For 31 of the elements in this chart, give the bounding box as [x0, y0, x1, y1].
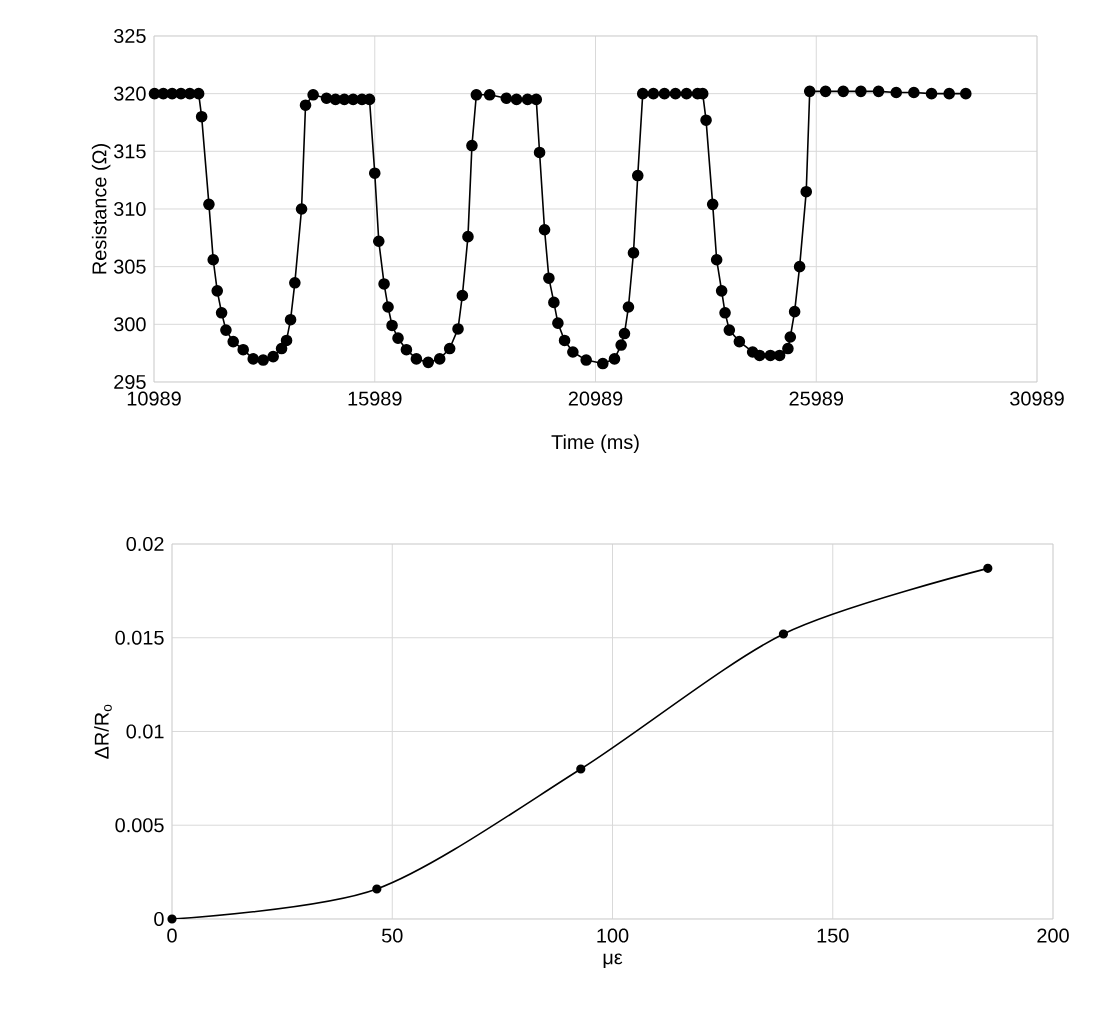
y-tick-label: 315	[114, 144, 146, 159]
y-tick-label: 320	[114, 86, 146, 101]
point	[372, 884, 382, 894]
x-axis-title: Time (ms)	[551, 434, 639, 454]
y-tick-label: 0.015	[115, 630, 164, 645]
y-axis-title: Resistance (Ω)	[91, 144, 111, 274]
x-tick-label: 15989	[348, 391, 402, 406]
y-tick-label: 0.01	[126, 724, 164, 739]
point	[576, 764, 586, 774]
y-tick-label: 0.02	[126, 536, 164, 552]
y-tick-label: 0	[154, 911, 164, 927]
y-tick-label: 300	[114, 317, 146, 332]
y-tick-label: 0.005	[115, 818, 164, 833]
y-tick-label: 325	[114, 28, 146, 44]
point	[778, 629, 789, 639]
x-tick-label: 200	[1037, 928, 1069, 943]
point	[983, 563, 993, 573]
x-tick-label: 30989	[1010, 391, 1064, 406]
x-axis-title: με	[603, 953, 623, 968]
x-tick-label: 0	[167, 928, 177, 943]
y-axis-title: ΔR/R$_{o}$	[94, 704, 112, 759]
x-tick-label: 20989	[568, 391, 623, 406]
x-tick-label: 10989	[127, 391, 181, 406]
x-tick-label: 50	[381, 928, 403, 943]
x-tick-label: 100	[597, 928, 629, 943]
x-tick-label: 25989	[789, 391, 844, 406]
y-tick-label: 305	[114, 259, 146, 274]
y-tick-label: 295	[114, 374, 146, 390]
y-tick-label: 310	[114, 201, 146, 217]
point	[167, 914, 177, 924]
x-tick-label: 150	[817, 928, 849, 943]
